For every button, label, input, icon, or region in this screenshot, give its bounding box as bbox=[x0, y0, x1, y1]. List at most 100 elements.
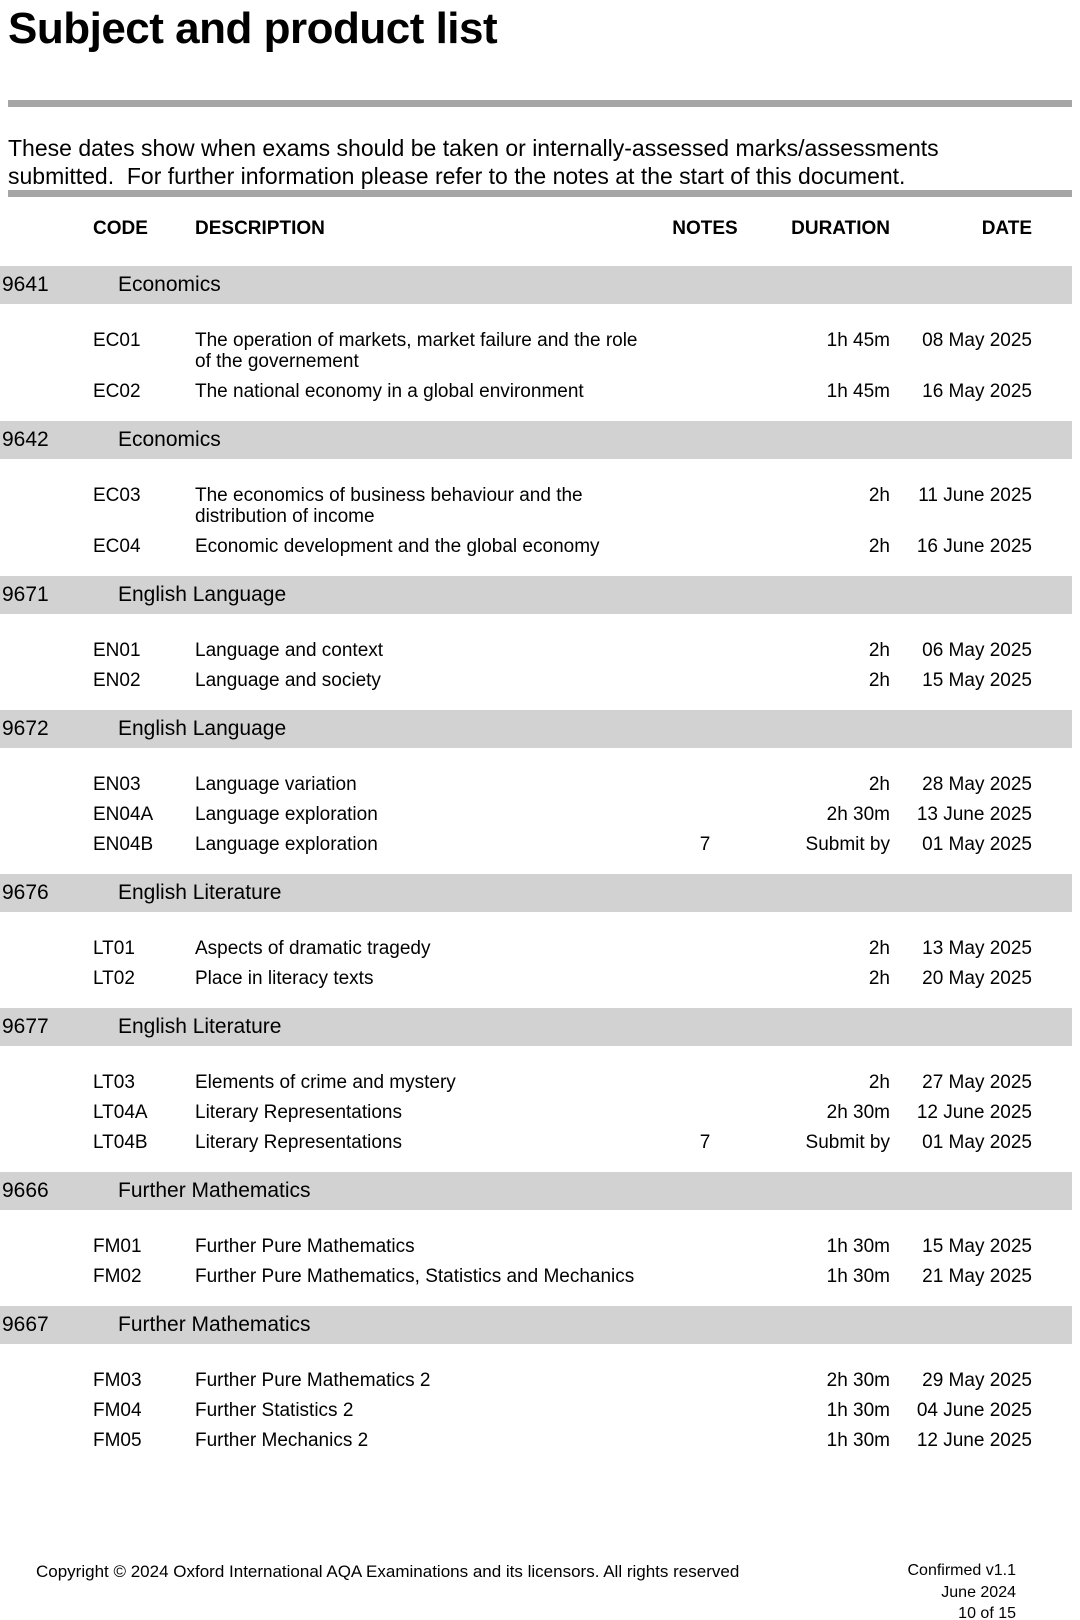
table-row: EN03 Language variation 2h 28 May 2025 bbox=[0, 769, 1072, 799]
row-code: EN04B bbox=[93, 834, 154, 855]
row-spacer bbox=[0, 968, 93, 989]
table-row: EC04 Economic development and the global… bbox=[0, 531, 1072, 561]
row-notes bbox=[655, 330, 755, 372]
page-title: Subject and product list bbox=[8, 4, 498, 53]
row-spacer bbox=[0, 804, 93, 825]
row-notes bbox=[655, 774, 755, 795]
table-row: LT01 Aspects of dramatic tragedy 2h 13 M… bbox=[0, 933, 1072, 963]
row-spacer bbox=[0, 330, 93, 372]
table-row: EC01 The operation of markets, market fa… bbox=[0, 325, 1072, 376]
row-code: EN03 bbox=[93, 774, 141, 795]
row-code: LT04A bbox=[93, 1102, 148, 1123]
row-duration: 2h bbox=[868, 640, 890, 661]
row-date: 11 June 2025 bbox=[918, 485, 1032, 506]
row-date: 08 May 2025 bbox=[922, 330, 1032, 351]
subject-section: 9676 English Literature LT01 Aspects of … bbox=[0, 874, 1072, 993]
section-band: 9677 English Literature bbox=[0, 1008, 1072, 1046]
row-code: FM05 bbox=[93, 1430, 142, 1451]
row-notes bbox=[655, 1236, 755, 1257]
row-notes bbox=[655, 640, 755, 661]
table-row: LT03 Elements of crime and mystery 2h 27… bbox=[0, 1067, 1072, 1097]
section-band: 9642 Economics bbox=[0, 421, 1072, 459]
table-row: FM04 Further Statistics 2 1h 30m 04 June… bbox=[0, 1395, 1072, 1425]
section-rows: EN03 Language variation 2h 28 May 2025 E… bbox=[0, 769, 1072, 859]
row-duration: 1h 30m bbox=[826, 1400, 890, 1421]
row-description: Language exploration bbox=[195, 804, 378, 825]
row-notes bbox=[655, 1072, 755, 1093]
row-spacer bbox=[0, 1102, 93, 1123]
row-spacer bbox=[0, 485, 93, 527]
row-duration: 2h bbox=[868, 774, 890, 795]
row-notes bbox=[655, 536, 755, 557]
row-notes bbox=[655, 1370, 755, 1391]
row-duration: 2h bbox=[868, 938, 890, 959]
divider-top bbox=[8, 100, 1072, 107]
row-description: Language exploration bbox=[195, 834, 378, 855]
exam-table: CODE DESCRIPTION NOTES DURATION DATE 964… bbox=[0, 212, 1072, 1470]
copyright-text: Copyright © 2024 Oxford International AQ… bbox=[36, 1562, 740, 1581]
row-description: The national economy in a global environ… bbox=[195, 381, 584, 402]
section-number: 9641 bbox=[2, 273, 49, 296]
row-date: 13 June 2025 bbox=[916, 804, 1032, 825]
row-duration: 1h 45m bbox=[826, 330, 890, 351]
section-subject: Economics bbox=[118, 273, 221, 296]
row-date: 06 May 2025 bbox=[922, 640, 1032, 661]
section-rows: EC01 The operation of markets, market fa… bbox=[0, 325, 1072, 406]
table-row: EC02 The national economy in a global en… bbox=[0, 376, 1072, 406]
row-duration: Submit by bbox=[805, 834, 890, 855]
row-notes bbox=[655, 670, 755, 691]
header-notes: NOTES bbox=[672, 218, 738, 239]
row-date: 28 May 2025 bbox=[922, 774, 1032, 795]
row-spacer bbox=[0, 670, 93, 691]
section-number: 9676 bbox=[2, 881, 49, 904]
section-band: 9667 Further Mathematics bbox=[0, 1306, 1072, 1344]
table-row: FM01 Further Pure Mathematics 1h 30m 15 … bbox=[0, 1231, 1072, 1261]
row-duration: 2h bbox=[868, 1072, 890, 1093]
section-subject: English Literature bbox=[118, 1015, 282, 1038]
row-code: EN01 bbox=[93, 640, 141, 661]
row-code: EN02 bbox=[93, 670, 141, 691]
row-description: Language and society bbox=[195, 670, 381, 691]
row-duration: 2h bbox=[868, 485, 890, 506]
row-description: Further Pure Mathematics 2 bbox=[195, 1370, 431, 1391]
table-row: EN02 Language and society 2h 15 May 2025 bbox=[0, 665, 1072, 695]
section-number: 9671 bbox=[2, 583, 49, 606]
section-number: 9672 bbox=[2, 717, 49, 740]
row-date: 01 May 2025 bbox=[922, 834, 1032, 855]
row-description: Further Statistics 2 bbox=[195, 1400, 354, 1421]
row-duration: 2h 30m bbox=[826, 1370, 890, 1391]
table-row: EN01 Language and context 2h 06 May 2025 bbox=[0, 635, 1072, 665]
footer-meta: Confirmed v1.1 June 2024 10 of 15 bbox=[908, 1560, 1017, 1620]
section-number: 9642 bbox=[2, 428, 49, 451]
section-band: 9666 Further Mathematics bbox=[0, 1172, 1072, 1210]
row-date: 16 June 2025 bbox=[916, 536, 1032, 557]
table-row: FM02 Further Pure Mathematics, Statistic… bbox=[0, 1261, 1072, 1291]
version-text: Confirmed v1.1 bbox=[907, 1562, 1017, 1579]
section-rows: EN01 Language and context 2h 06 May 2025… bbox=[0, 635, 1072, 695]
row-date: 21 May 2025 bbox=[922, 1266, 1032, 1287]
section-number: 9666 bbox=[2, 1179, 49, 1202]
table-row: EN04A Language exploration 2h 30m 13 Jun… bbox=[0, 799, 1072, 829]
row-date: 04 June 2025 bbox=[916, 1400, 1032, 1421]
subject-section: 9672 English Language EN03 Language vari… bbox=[0, 710, 1072, 859]
header-code: CODE bbox=[93, 218, 148, 239]
header-date: DATE bbox=[981, 218, 1032, 239]
row-spacer bbox=[0, 381, 93, 402]
divider-bottom bbox=[8, 190, 1072, 197]
row-code: EC03 bbox=[93, 485, 141, 506]
row-spacer bbox=[0, 1132, 93, 1153]
row-date: 12 June 2025 bbox=[916, 1102, 1032, 1123]
header-duration: DURATION bbox=[791, 218, 890, 239]
row-notes bbox=[655, 938, 755, 959]
table-row: LT04A Literary Representations 2h 30m 12… bbox=[0, 1097, 1072, 1127]
table-row: FM05 Further Mechanics 2 1h 30m 12 June … bbox=[0, 1425, 1072, 1455]
subject-section: 9677 English Literature LT03 Elements of… bbox=[0, 1008, 1072, 1157]
row-date: 13 May 2025 bbox=[922, 938, 1032, 959]
row-date: 20 May 2025 bbox=[922, 968, 1032, 989]
section-rows: LT01 Aspects of dramatic tragedy 2h 13 M… bbox=[0, 933, 1072, 993]
row-spacer bbox=[0, 1266, 93, 1287]
row-spacer bbox=[0, 834, 93, 855]
table-row: EN04B Language exploration 7 Submit by 0… bbox=[0, 829, 1072, 859]
subject-section: 9667 Further Mathematics FM03 Further Pu… bbox=[0, 1306, 1072, 1455]
